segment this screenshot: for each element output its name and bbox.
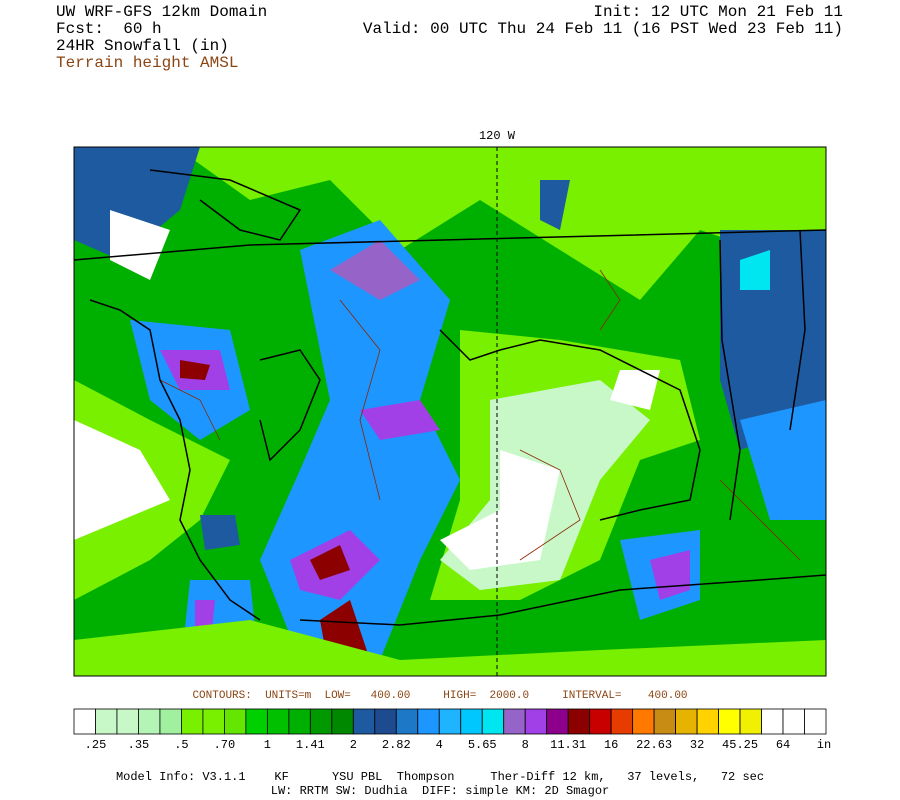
color-swatch	[653, 708, 676, 735]
color-swatch	[352, 708, 376, 735]
colorbar-label: 32	[690, 738, 704, 752]
color-swatch	[309, 708, 333, 735]
color-swatch	[95, 708, 118, 735]
color-swatch	[331, 708, 354, 735]
colorbar-label: .35	[128, 738, 150, 752]
color-swatch	[288, 708, 311, 735]
physics-info: LW: RRTM SW: Dudhia DIFF: simple KM: 2D …	[271, 784, 609, 798]
color-swatch	[503, 708, 526, 735]
title: UW WRF-GFS 12km Domain	[56, 3, 267, 21]
color-swatch	[159, 708, 182, 735]
color-swatch	[245, 708, 268, 735]
color-swatch	[138, 708, 161, 735]
colorbar-label: .70	[214, 738, 236, 752]
color-swatch	[202, 708, 225, 735]
color-swatch	[223, 708, 247, 735]
map	[73, 146, 827, 677]
color-swatch	[718, 708, 741, 735]
color-swatch	[481, 708, 505, 735]
color-swatch	[782, 708, 805, 735]
color-swatch	[116, 708, 139, 735]
color-swatch	[761, 708, 784, 735]
colorbar-label: 45.25	[722, 738, 758, 752]
color-swatch	[417, 708, 440, 735]
meridian-label: 120 W	[479, 129, 516, 143]
colorbar: .25 .35 .5 .70 1 1.41 2 2.82 4 5.65 8 11.31 16 22.63 3…	[73, 708, 831, 752]
colorbar-label: 1	[264, 738, 271, 752]
colorbar-unit: in	[817, 738, 831, 752]
color-swatch	[524, 708, 548, 735]
colorbar-label: .5	[174, 738, 188, 752]
model-info: Model Info: V3.1.1 KF YSU PBL Thompson T…	[116, 770, 764, 784]
color-swatch	[589, 708, 612, 735]
color-swatch	[739, 708, 762, 735]
colorbar-label: 16	[604, 738, 618, 752]
colorbar-label: 2.82	[382, 738, 411, 752]
colorbar-label: .25	[85, 738, 107, 752]
colorbar-label: 5.65	[468, 738, 497, 752]
init-time: Init: 12 UTC Mon 21 Feb 11	[593, 3, 843, 21]
field-name: 24HR Snowfall (in)	[56, 37, 229, 55]
color-swatch	[73, 708, 96, 735]
color-swatch	[266, 708, 290, 735]
colorbar-label: 4	[436, 738, 443, 752]
forecast-hour: Fcst: 60 h	[56, 20, 162, 38]
color-swatch	[632, 708, 655, 735]
color-swatch	[610, 708, 634, 735]
colorbar-label: 64	[776, 738, 790, 752]
color-swatch	[546, 708, 569, 735]
color-swatch	[675, 708, 698, 735]
colorbar-label: 2	[350, 738, 357, 752]
color-swatch	[438, 708, 462, 735]
colorbar-label: 8	[522, 738, 529, 752]
colorbar-label: 22.63	[636, 738, 672, 752]
contour-field: Terrain height AMSL	[56, 54, 238, 72]
colorbar-label: 1.41	[296, 738, 325, 752]
contour-info: CONTOURS: UNITS=m LOW= 400.00 HIGH= 2000…	[192, 690, 687, 702]
color-swatch	[567, 708, 591, 735]
valid-time: Valid: 00 UTC Thu 24 Feb 11 (16 PST Wed …	[363, 20, 843, 38]
color-swatch	[395, 708, 419, 735]
colorbar-label: 11.31	[550, 738, 586, 752]
color-swatch	[181, 708, 204, 735]
color-swatch	[696, 708, 719, 735]
color-swatch	[804, 708, 827, 735]
color-swatch	[460, 708, 483, 735]
color-swatch	[374, 708, 397, 735]
